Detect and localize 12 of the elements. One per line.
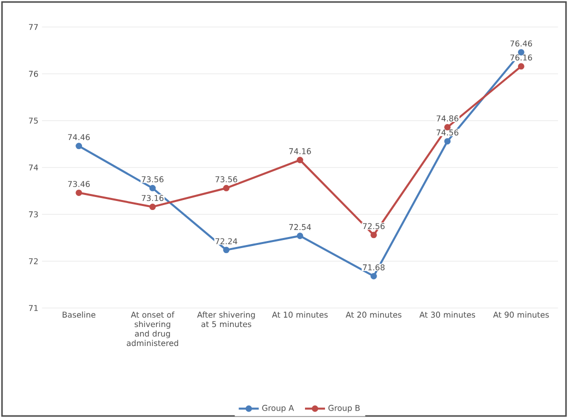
point	[223, 246, 230, 254]
point	[149, 204, 156, 210]
point	[518, 63, 524, 70]
point	[444, 138, 451, 144]
point	[370, 232, 377, 238]
point	[223, 184, 230, 192]
point	[296, 156, 304, 164]
point	[370, 272, 377, 280]
point	[76, 142, 82, 150]
point	[76, 190, 82, 196]
point	[149, 184, 156, 192]
point	[296, 232, 304, 240]
